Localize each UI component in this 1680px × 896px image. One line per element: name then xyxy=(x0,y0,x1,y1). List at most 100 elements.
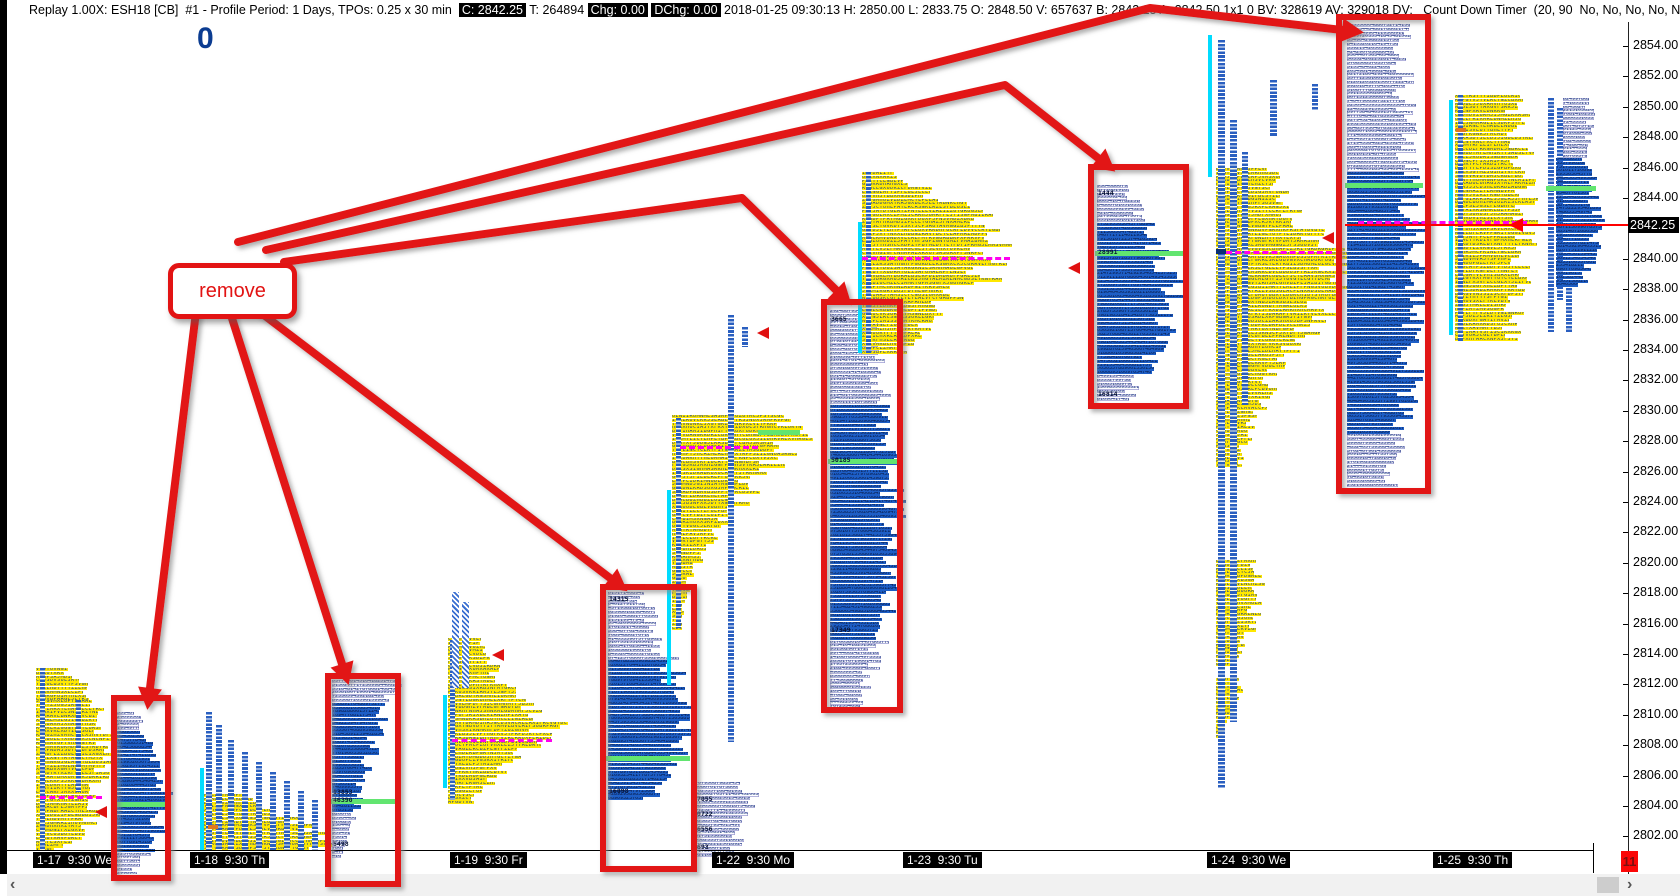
tpo-row: RXCLZPKANBLKRVPTJLRPMVYC xyxy=(1216,361,1286,365)
tpo-row: GRCYBNKTLEDGPSHDUCDXYBIHGPRGCHKFUEIKYASB… xyxy=(1216,297,1338,301)
tpo-letter-column xyxy=(256,762,262,850)
tpo-row: PZYLFYFVJEDTVNINNRUMCYXA xyxy=(1455,311,1525,315)
volume-hist-row: 9808676178738009 xyxy=(692,785,739,789)
tpo-row: ADGXTNBVDYTIYYRMVLBVEAIFSUBRPAGFMYACAK xyxy=(448,725,560,729)
volume-hist-row: 059330878927023510820 xyxy=(1347,274,1410,278)
volume-hist-row: 94845054995884 xyxy=(1556,177,1598,181)
volume-hist-row: 748653549743 xyxy=(1556,211,1592,215)
volume-hist-row: 295256586529518019544250 xyxy=(1347,122,1417,126)
tpo-row: EGECAKFJMXXUNURRNN xyxy=(36,791,90,795)
tpo-row: HBSEPAVJRPVCAH xyxy=(672,532,714,536)
volume-hist-row: 863086627039747214 xyxy=(830,579,884,583)
volume-hist-row: 10759691161604463982 xyxy=(830,405,890,409)
volume-hist-row: 973616775706043039119 xyxy=(830,530,891,534)
session-date-label: 1-25 9:30 Th xyxy=(1433,852,1513,868)
volume-number-label: 5498 xyxy=(333,840,349,848)
tpo-row: ZLJYAFHKBMDIZPLCEYGHAZJFNXAMERESSBVM xyxy=(862,221,970,225)
volume-hist-row: 5162084443785 xyxy=(117,784,156,788)
volume-hist-row: 4167 xyxy=(332,854,342,858)
volume-hist-row: 3577123816010250768 xyxy=(1347,77,1403,81)
chart-right-border xyxy=(1593,843,1594,873)
tpo-row: SIKUAXMJXHAXMFHSKNDDC xyxy=(36,722,97,726)
volume-hist-row: 7441893586845124 xyxy=(332,748,380,752)
tpo-row: YBXIARJTAMSICFCNUSIUMXRBLUPRPS xyxy=(862,293,950,297)
tpo-row: BVMDFLDRGKLHLFAPFUIY xyxy=(672,494,730,498)
volume-hist-row: 99744602427832183 xyxy=(830,652,879,656)
volume-hist-row: 18591684232798596081 xyxy=(608,766,667,770)
volume-hist-row: 064078832690985243927 xyxy=(608,660,671,664)
volume-hist-row: 814502681595787572 xyxy=(830,522,884,526)
tpo-row: LDUVBPAAGLJETRSCEI xyxy=(36,698,89,702)
tpo-row: KUYZYHYYTSFPTGIKJI xyxy=(1455,296,1508,300)
tpo-row: BJUKTPCFAKDIYACYEPXD xyxy=(1455,163,1513,167)
volume-hist-row: 52569455953509655647018 xyxy=(1347,103,1416,107)
volume-hist-row: 950446756346548806 xyxy=(1347,54,1400,58)
tpo-row: HPBVZYMYN xyxy=(1216,452,1243,456)
volume-hist-row: 58514072686580 xyxy=(1556,230,1598,234)
value-area-line xyxy=(680,446,758,449)
tpo-row: ISHKLHBPDNMELNVE xyxy=(1216,575,1262,579)
scroll-right-icon[interactable]: › xyxy=(1627,876,1633,893)
volume-hist-row: 355823337331160167 xyxy=(692,839,745,843)
volume-hist-row: 3876741763074200614 xyxy=(1347,198,1402,202)
volume-hist-row: 12427474118982 xyxy=(117,753,157,757)
tpo-row: ZTDYSUMUSFJHJAAMAGZUKDU xyxy=(1455,212,1523,216)
horizontal-scrollbar[interactable]: ‹ › xyxy=(7,874,1680,896)
tpo-row: EXZRXGMVPF xyxy=(1216,636,1244,640)
tpo-row: RNBREGDTRNSMHLIUKMKCLST xyxy=(448,695,516,699)
tpo-row: ZXIXSUEJFHJDSCXU xyxy=(1216,403,1262,407)
volume-hist-row: 5030357889061336130 xyxy=(1097,367,1154,371)
volume-hist-row: 28218125882744255739640 xyxy=(830,534,899,538)
volume-hist-row: 98173153650139 xyxy=(692,835,732,839)
tpo-row: ZZYILHXRLAYXDPXREXBCH xyxy=(862,335,923,339)
scroll-left-icon[interactable]: ‹ xyxy=(10,876,16,893)
volume-hist-row: 089093237037 xyxy=(608,797,643,801)
tpo-row: VDPVCUSBUYLBVUZXH xyxy=(36,833,85,837)
axis-tick xyxy=(1623,562,1628,564)
volume-hist-row: 4777648402783936484 xyxy=(1347,115,1404,119)
volume-hist-row: 339426559072430 xyxy=(117,788,162,792)
tpo-row: ZNSMNBKASBHZUYHCEEINZALBKIYDN xyxy=(448,717,534,721)
tpo-row: TDSSZRG xyxy=(672,588,691,592)
volume-hist-row: 70894886270710 xyxy=(608,633,650,637)
volume-hist-row: 38695669 xyxy=(117,731,141,735)
volume-hist-row: 947443798038915855 xyxy=(830,389,884,393)
volume-hist-row: 812983148940 xyxy=(332,737,367,741)
volume-hist-row: 327996258475073 xyxy=(1097,215,1142,219)
tpo-row: AZBJMDYP xyxy=(1216,460,1238,464)
volume-hist-row: 6153885314187 xyxy=(117,742,154,746)
volume-hist-row: 310831889798 xyxy=(1097,382,1132,386)
scrollbar-thumb[interactable] xyxy=(1597,877,1619,893)
tpo-row: UNECDZFRKNMDMEJNBRCLILZXE xyxy=(1455,148,1529,152)
volume-hist-row: 7774406518343346941581423 xyxy=(1347,168,1420,172)
volume-hist-row: 21824995689420871 xyxy=(830,667,880,671)
volume-hist-row: 92794524226344223207 xyxy=(1347,119,1407,123)
tpo-row: ZKBLXTVIFM xyxy=(1216,456,1244,460)
volume-number-label: 16814 xyxy=(1098,390,1118,398)
volume-hist-row: 25219288266698817 xyxy=(1347,483,1398,487)
tpo-row: ITRGASANEZXMPHDIHKNGVSPUDURIDYTDYSFDRTZB… xyxy=(204,843,335,847)
tpo-row: IKZXSGTMZJGIHIYVFCKHFLZU xyxy=(1455,171,1526,175)
volume-hist-row: 97575077737998116814346057 xyxy=(1347,240,1424,244)
volume-hist-row: 72455537 xyxy=(1563,120,1587,124)
remove-annotation-label[interactable]: remove xyxy=(168,263,297,319)
tpo-letter-column xyxy=(450,640,455,800)
tpo-row: UXFVHJTBBXMNSDIPHUZKJ xyxy=(862,194,923,198)
tpo-row: JKUIRNEYEHRBEENDBESNH xyxy=(1455,125,1517,129)
volume-hist-row: 8188136416493691354 xyxy=(830,443,886,447)
volume-hist-row: 5337996268 xyxy=(1556,161,1585,165)
tpo-row: KMADUPGZEFKFJPCGZGF xyxy=(1455,262,1511,266)
tpo-row: CDJHDVZURMJIJMGZKXRSMZPSE xyxy=(1455,114,1530,118)
axis-tick xyxy=(1623,106,1628,108)
ib-range-bar xyxy=(667,490,671,685)
axis-price-label: 2844.00 xyxy=(1633,190,1679,204)
axis-price-label: 2834.00 xyxy=(1633,342,1679,356)
value-area-line xyxy=(452,739,552,742)
tpo-row: CLDNCPFIXJRIPKJFDLS xyxy=(1455,159,1510,163)
tpo-row: RRIHHABEPGRRIEMSDRVZJCBGXVRPSYUCMTKXYEJT… xyxy=(862,259,992,263)
volume-hist-row: 66896668227917162336953 xyxy=(608,694,677,698)
tpo-row: DBMUVSXEFTKLVBYNLYI xyxy=(1455,300,1510,304)
tpo-row: IVNCDYVGMBPXCRJKTKKIKPYVGT xyxy=(1216,221,1292,225)
tpo-row: UFELHDTTYYZZLHNUF xyxy=(36,687,87,691)
